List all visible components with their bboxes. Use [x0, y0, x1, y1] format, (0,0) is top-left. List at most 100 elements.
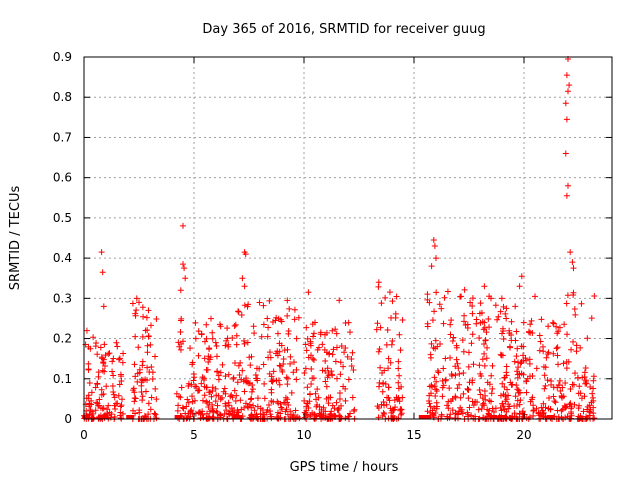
- data-point: [554, 407, 561, 414]
- data-point: [263, 409, 270, 416]
- data-point: [470, 402, 477, 409]
- data-point: [195, 352, 202, 359]
- data-point: [284, 346, 291, 353]
- data-point: [333, 399, 340, 406]
- data-point: [174, 415, 183, 419]
- data-point: [266, 349, 273, 356]
- data-point: [342, 397, 349, 404]
- data-point: [523, 357, 530, 364]
- data-point: [480, 326, 487, 333]
- data-point: [489, 362, 496, 369]
- data-point: [542, 364, 549, 371]
- data-point: [303, 347, 310, 354]
- data-point: [519, 409, 526, 416]
- data-point: [305, 289, 312, 296]
- data-point: [516, 283, 523, 290]
- data-point: [423, 415, 432, 419]
- data-point: [223, 407, 230, 414]
- data-point: [563, 116, 570, 123]
- data-point: [539, 343, 546, 350]
- data-point: [99, 367, 106, 374]
- data-point: [228, 405, 235, 412]
- data-point: [501, 384, 508, 391]
- data-point: [449, 407, 456, 414]
- data-point: [264, 333, 271, 340]
- data-point: [242, 377, 249, 384]
- data-point: [442, 355, 449, 362]
- y-tick-label: 0.2: [53, 332, 72, 346]
- data-point: [338, 342, 345, 349]
- data-point: [427, 403, 434, 410]
- data-point: [87, 345, 94, 352]
- data-point: [479, 356, 486, 363]
- data-point: [426, 299, 433, 306]
- data-point: [133, 295, 140, 302]
- y-tick-label: 0: [64, 412, 72, 426]
- data-point: [337, 359, 344, 366]
- data-point: [99, 269, 106, 276]
- data-point: [556, 377, 563, 384]
- data-point: [457, 404, 464, 411]
- data-point: [418, 415, 427, 419]
- data-point: [526, 360, 533, 367]
- data-point: [313, 403, 320, 410]
- data-point: [201, 355, 208, 362]
- data-point: [323, 383, 330, 390]
- data-point: [303, 403, 310, 410]
- data-point: [317, 329, 324, 336]
- data-point: [284, 297, 291, 304]
- data-point: [231, 359, 238, 366]
- data-point: [115, 392, 122, 399]
- data-point: [378, 300, 385, 307]
- y-tick-label: 0.6: [53, 171, 72, 185]
- data-point: [485, 410, 492, 417]
- data-point: [244, 339, 251, 346]
- data-point: [248, 404, 255, 411]
- data-point: [582, 365, 589, 372]
- data-point: [139, 362, 146, 369]
- data-point: [225, 341, 232, 348]
- data-point: [314, 386, 321, 393]
- data-point: [139, 333, 146, 340]
- data-point: [109, 383, 116, 390]
- data-point: [439, 377, 446, 384]
- data-point: [238, 376, 245, 383]
- data-point: [554, 352, 561, 359]
- data-point: [284, 411, 291, 418]
- data-point: [228, 392, 235, 399]
- data-point: [459, 337, 466, 344]
- data-point: [383, 394, 390, 401]
- data-point: [295, 314, 302, 321]
- data-point: [452, 393, 459, 400]
- data-point: [85, 366, 92, 373]
- data-point: [144, 349, 151, 356]
- data-point: [199, 397, 206, 404]
- data-point: [432, 393, 439, 400]
- data-point: [584, 335, 591, 342]
- data-point: [198, 331, 205, 338]
- data-point: [230, 374, 237, 381]
- data-point: [229, 408, 236, 415]
- data-point: [291, 306, 298, 313]
- data-point: [570, 338, 577, 345]
- data-point: [523, 389, 530, 396]
- data-point: [432, 345, 439, 352]
- data-point: [562, 100, 569, 107]
- data-point: [232, 398, 239, 405]
- data-point: [508, 318, 515, 325]
- data-point: [476, 386, 483, 393]
- data-point: [337, 413, 344, 420]
- data-point: [212, 339, 219, 346]
- data-point: [256, 299, 263, 306]
- data-point: [336, 297, 343, 304]
- data-point: [246, 401, 253, 408]
- data-point: [241, 404, 248, 411]
- data-point: [351, 406, 358, 413]
- data-point: [311, 411, 318, 418]
- data-point: [301, 397, 308, 404]
- data-point: [181, 265, 188, 272]
- data-point: [396, 372, 403, 379]
- data-point: [566, 82, 573, 89]
- data-point: [468, 412, 475, 419]
- data-point: [178, 315, 185, 322]
